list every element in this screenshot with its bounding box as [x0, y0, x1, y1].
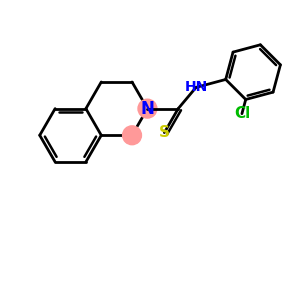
Text: HN: HN — [184, 80, 208, 94]
Circle shape — [123, 126, 142, 145]
Text: Cl: Cl — [234, 106, 250, 121]
Circle shape — [138, 99, 157, 118]
Text: N: N — [140, 100, 154, 118]
Text: S: S — [159, 125, 170, 140]
